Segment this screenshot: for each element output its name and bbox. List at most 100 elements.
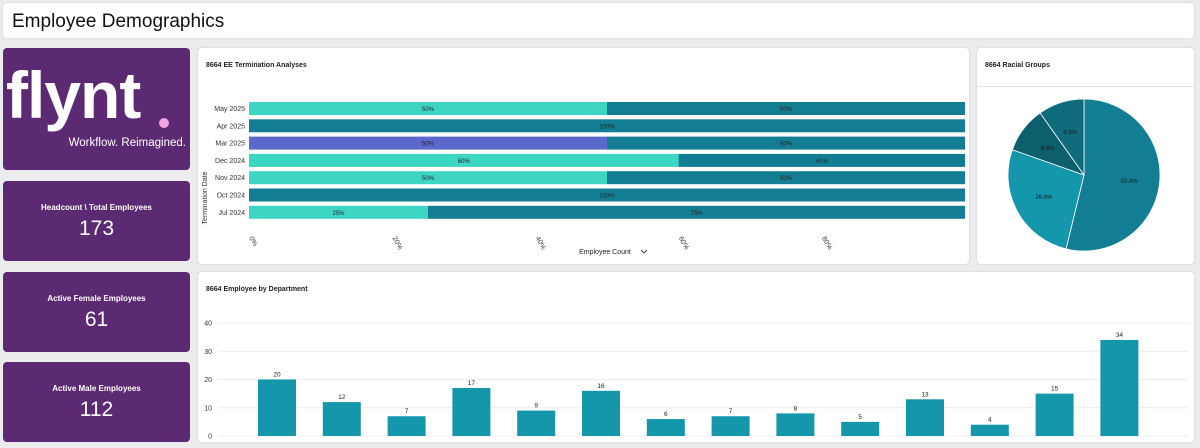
bar-data-label: 8	[794, 405, 798, 412]
bar-data-label: 50%	[422, 176, 435, 182]
pie-slice-label: 26.6%	[1035, 195, 1053, 201]
kpi-female[interactable]: Active Female Employees 61	[3, 272, 190, 352]
department-bar	[906, 399, 944, 436]
bar-data-label: 9	[534, 403, 538, 410]
y-tick-label: Jul 2024	[219, 210, 246, 217]
pie-slice-label: 9.8%	[1041, 146, 1055, 152]
bar-data-label: 50%	[780, 176, 793, 182]
logo-dot-icon	[159, 118, 169, 128]
bar-data-label: 25%	[332, 211, 345, 217]
kpi-male[interactable]: Active Male Employees 112	[3, 362, 190, 442]
termination-chart: May 2025 50% 50% Apr 2025 100% Mar 2025 50% 50%…	[202, 102, 965, 256]
flynt-logo: flynt	[6, 58, 141, 132]
x-tick-label: 80%	[820, 236, 833, 252]
department-bar	[646, 419, 685, 436]
bar-data-label: 50%	[780, 107, 793, 113]
bar-data-label: 17	[468, 380, 476, 387]
x-tick-label: 20%	[390, 236, 403, 252]
department-bar	[517, 410, 556, 436]
racial-card: 8664 Racial Groups 53.8% 26.6% 9.8% 9.8%	[977, 48, 1194, 264]
x-tick-label: 0%	[247, 236, 258, 248]
termination-card: 8664 EE Termination Analyses May 2025 50%…	[198, 48, 969, 264]
chevron-down-icon	[640, 249, 648, 254]
bar-data-label: 12	[338, 394, 346, 401]
termination-bar-segment	[607, 171, 965, 185]
bar-data-label: 50%	[422, 142, 435, 148]
y-tick-label: Mar 2025	[215, 141, 245, 148]
bar-data-label: 50%	[422, 107, 435, 113]
y-tick-label: Apr 2025	[217, 123, 246, 130]
department-bar	[711, 416, 750, 436]
x-axis-label: Employee Count	[579, 249, 631, 256]
termination-bar-segment	[249, 102, 607, 115]
department-bar	[1100, 339, 1139, 436]
bar-data-label: 34	[1116, 332, 1124, 339]
y-tick-label: 10	[204, 405, 212, 412]
department-bar	[258, 379, 296, 436]
department-bar	[970, 424, 1009, 436]
racial-pie-chart: 53.8% 26.6% 9.8% 9.8%	[1007, 98, 1161, 252]
bar-data-label: 60%	[458, 159, 471, 165]
y-tick-label: 0	[208, 434, 212, 441]
y-tick-label: Dec 2024	[215, 158, 245, 165]
termination-bar-segment	[249, 119, 965, 133]
kpi-label: Active Female Employees	[47, 294, 146, 303]
card-divider	[977, 86, 1194, 87]
x-tick-label: 40%	[534, 236, 547, 252]
department-chart-title: 8664 Employee by Department	[206, 286, 308, 293]
bar-data-label: 75%	[690, 211, 703, 217]
department-bar	[452, 387, 491, 436]
department-bar	[582, 390, 620, 436]
y-tick-label: 20	[204, 377, 212, 384]
kpi-label: Headcount \ Total Employees	[41, 203, 152, 212]
pie-slice	[1007, 149, 1085, 250]
bar-data-label: 4	[988, 417, 992, 424]
department-bar	[322, 402, 361, 436]
bar-data-label: 5	[858, 414, 862, 421]
termination-chart-title: 8664 EE Termination Analyses	[206, 62, 307, 69]
kpi-headcount[interactable]: Headcount \ Total Employees 173	[3, 181, 190, 261]
y-tick-label: May 2025	[214, 106, 245, 113]
bar-data-label: 13	[921, 391, 929, 398]
logo-card: flynt Workflow. Reimagined.	[3, 48, 190, 170]
bar-data-label: 50%	[780, 142, 793, 148]
page-title: Employee Demographics	[12, 11, 225, 32]
pie-slice	[1065, 98, 1161, 252]
racial-chart-title: 8664 Racial Groups	[985, 62, 1050, 69]
department-card: 8664 Employee by Department 0 10 20 30 40 20 1…	[198, 272, 1194, 442]
kpi-value: 173	[78, 217, 115, 240]
y-tick-label: Nov 2024	[215, 175, 245, 182]
bar-data-label: 40%	[816, 159, 829, 165]
bar-data-label: 7	[405, 408, 409, 415]
department-bar	[776, 413, 815, 436]
y-tick-label: 30	[204, 349, 212, 356]
termination-bar-segment	[249, 205, 428, 219]
kpi-label: Active Male Employees	[52, 384, 141, 393]
bar-data-label: 6	[664, 411, 668, 418]
pie-slice	[1039, 98, 1085, 177]
x-tick-label: 60%	[677, 236, 690, 252]
department-chart: 0 10 20 30 40 20 12 7 17 9 16 6 7 8 5 13 4 15 34	[204, 321, 1188, 441]
pie-slice-label: 53.8%	[1121, 179, 1139, 185]
bar-data-label: 100%	[599, 124, 615, 130]
department-bar	[1035, 393, 1074, 436]
termination-bar-segment	[249, 136, 607, 150]
bar-data-label: 7	[729, 408, 733, 415]
bar-data-label: 100%	[599, 194, 615, 200]
termination-bar-segment	[249, 153, 679, 167]
pie-slice-label: 9.8%	[1063, 130, 1077, 136]
kpi-value: 61	[84, 308, 109, 331]
termination-bar-segment	[607, 136, 965, 150]
bar-data-label: 16	[597, 383, 605, 390]
y-tick-label: Oct 2024	[217, 193, 246, 200]
bar-data-label: 15	[1051, 386, 1059, 393]
termination-bar-segment	[607, 102, 965, 115]
department-bar	[387, 416, 426, 436]
termination-bar-segment	[678, 153, 965, 167]
termination-bar-segment	[249, 188, 965, 202]
kpi-value: 112	[79, 398, 114, 421]
page-header: Employee Demographics	[3, 3, 1194, 38]
logo-tagline: Workflow. Reimagined.	[68, 137, 186, 149]
bar-data-label: 20	[273, 372, 281, 379]
y-tick-label: 40	[204, 321, 212, 328]
